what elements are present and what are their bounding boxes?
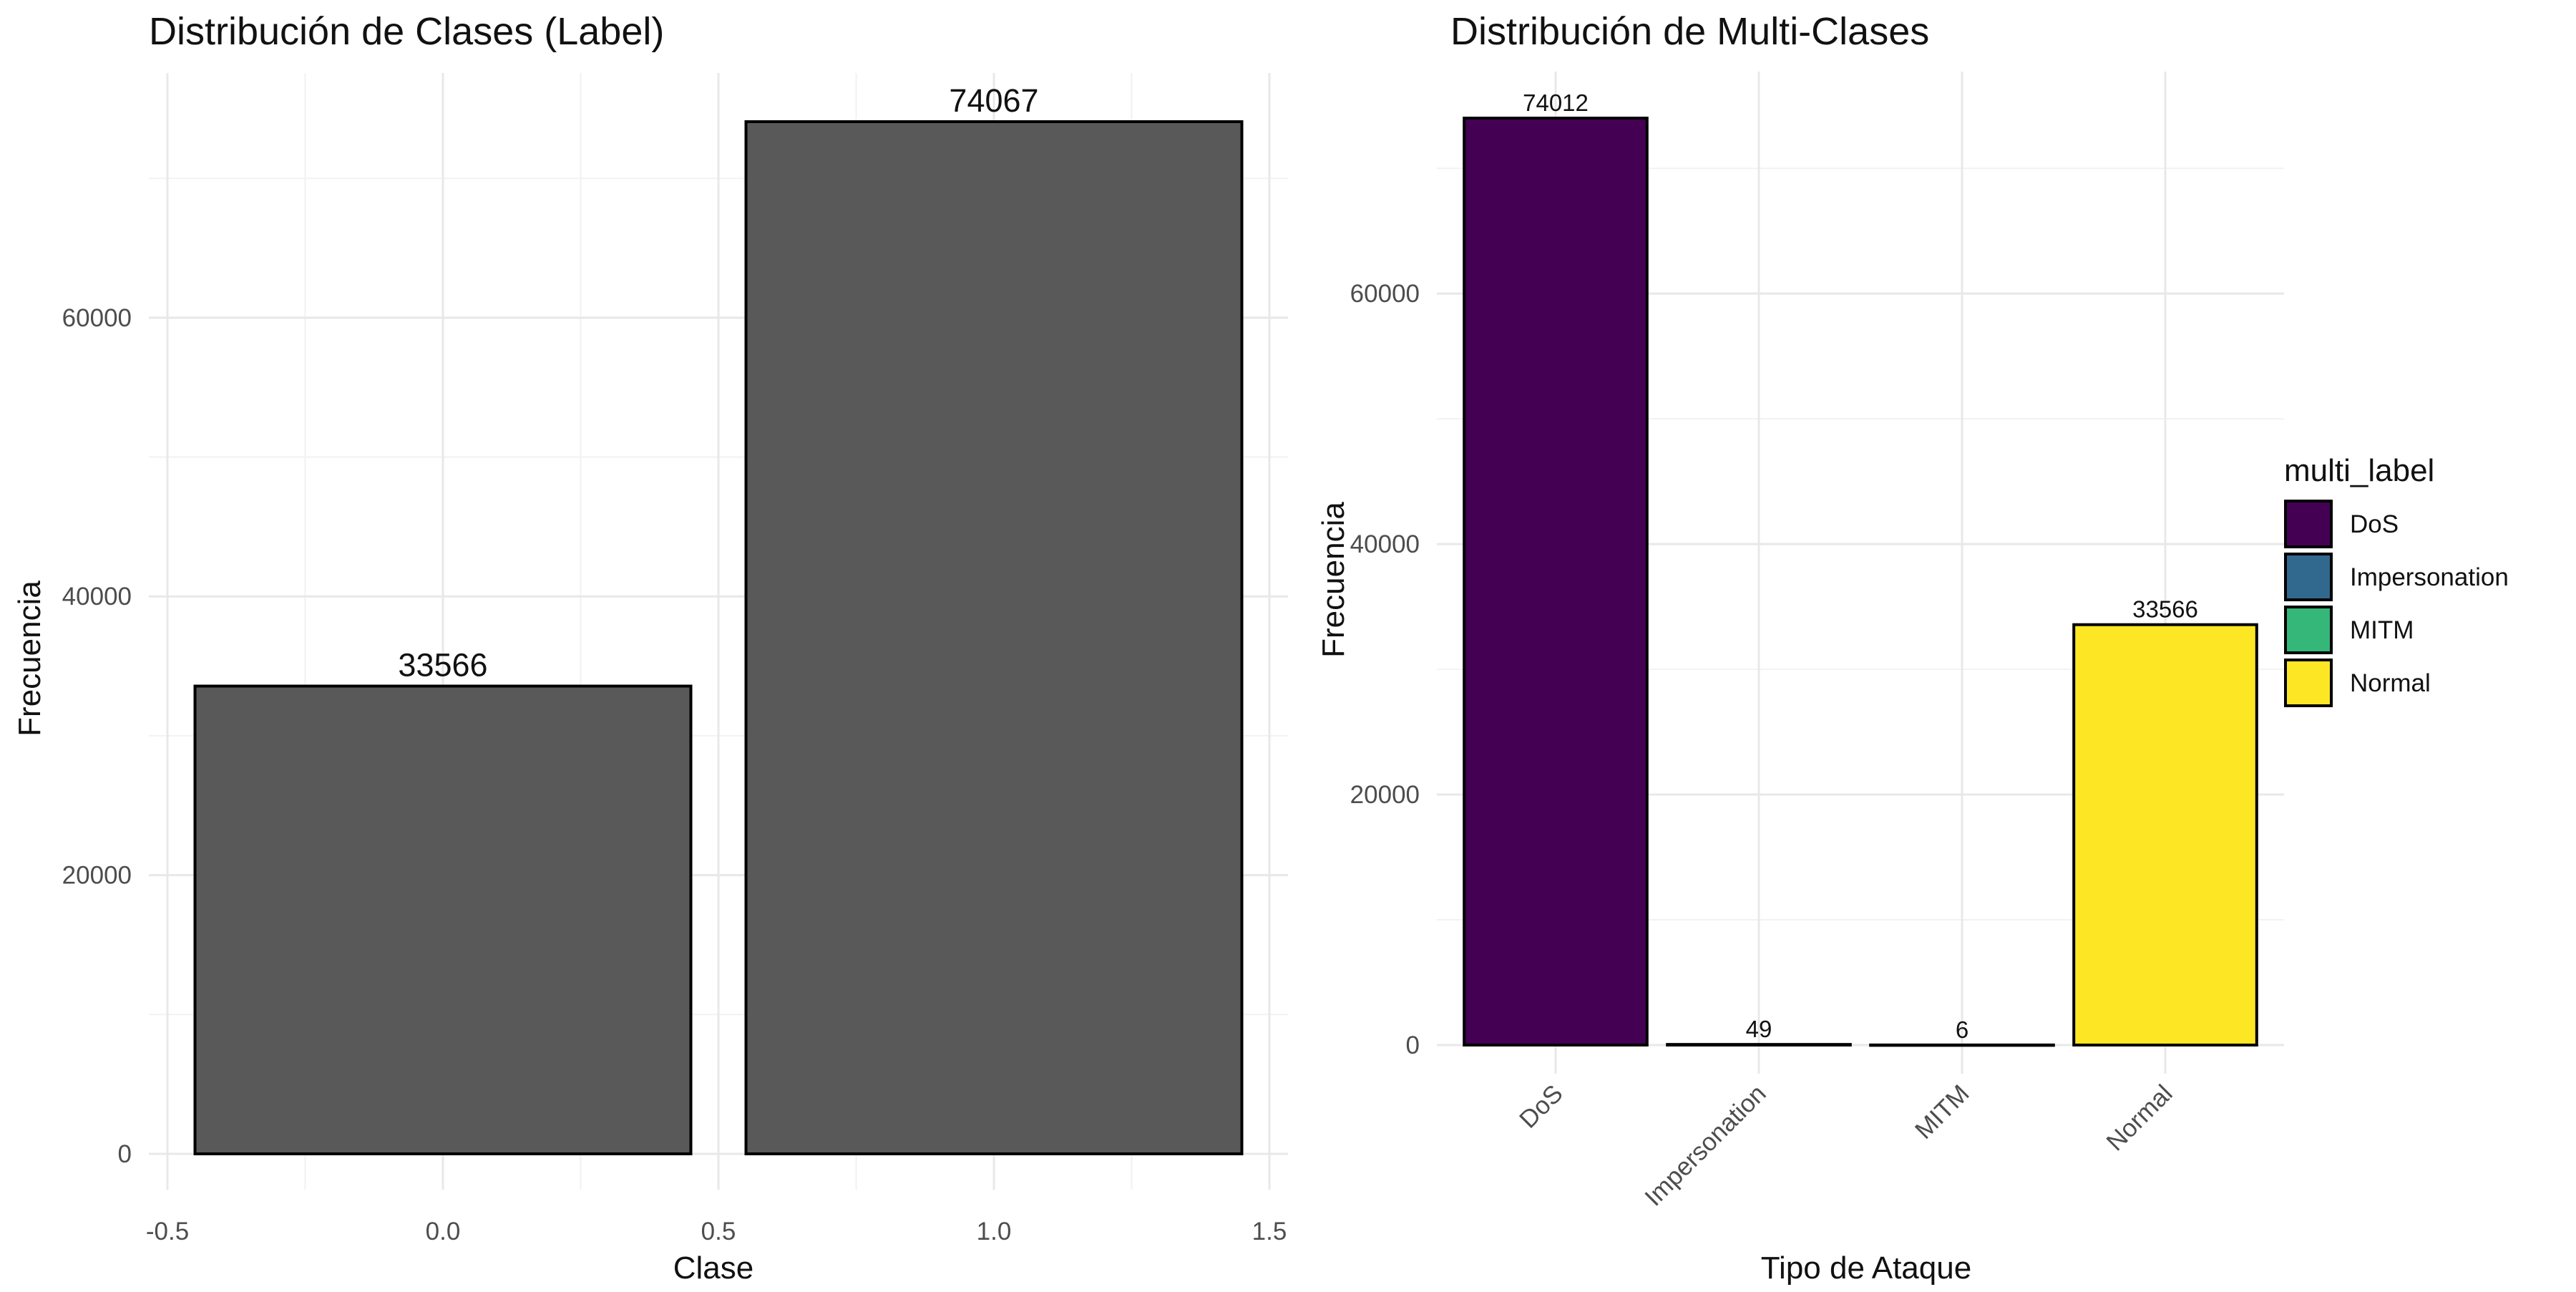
chart1-x-tick-label: 1.0 [977, 1218, 1012, 1245]
chart2-bar-label: 33566 [2132, 596, 2198, 623]
chart2-x-tick-label: Normal [2101, 1079, 2177, 1156]
chart1-y-axis-title: Frecuencia [12, 581, 47, 737]
chart1-y-tick-label: 20000 [62, 862, 132, 890]
chart2-x-tick-label: MITM [1910, 1079, 1975, 1145]
chart1-x-tick-label: 0.5 [701, 1218, 736, 1245]
chart2-y-tick-label: 40000 [1350, 530, 1420, 558]
chart1-bar [744, 120, 1244, 1155]
chart1-title: Distribución de Clases (Label) [149, 10, 664, 53]
chart2-bar [1666, 1043, 1852, 1046]
chart1-y-tick-label: 40000 [62, 583, 132, 611]
legend-key [2284, 659, 2333, 707]
legend-item-label: Normal [2350, 669, 2431, 697]
chart2-bar-label: 74012 [1523, 89, 1589, 116]
chart2-legend: multi_label DoS Impersonation MITM Normal [2284, 453, 2509, 707]
chart2-y-tick-label: 60000 [1350, 280, 1420, 308]
legend-key [2284, 500, 2333, 548]
chart2-bar-label: 49 [1746, 1016, 1772, 1042]
chart2-y-axis-title: Frecuencia [1316, 502, 1351, 658]
legend-item-label: Impersonation [2350, 563, 2509, 591]
chart1-bar-label: 74067 [949, 82, 1038, 119]
legend-item-label: DoS [2350, 510, 2399, 538]
legend-key [2284, 553, 2333, 601]
chart2-title: Distribución de Multi-Clases [1450, 10, 1929, 53]
chart1-x-tick-label: -0.5 [146, 1218, 189, 1245]
chart2-bar-label: 6 [1956, 1016, 1968, 1043]
legend-item-label: MITM [2350, 616, 2414, 644]
legend-key [2284, 606, 2333, 654]
chart2-x-axis-title: Tipo de Ataque [1761, 1250, 1971, 1286]
chart1-y-tick-label: 60000 [62, 304, 132, 332]
chart2-x-tick-label: Impersonation [1639, 1079, 1771, 1211]
legend-title: multi_label [2284, 453, 2434, 488]
chart2-bar [1463, 117, 1649, 1046]
chart1-x-tick-label: 0.0 [426, 1218, 461, 1245]
chart2-bar [2072, 623, 2258, 1046]
chart1-bar [193, 684, 693, 1155]
chart2-y-tick-label: 20000 [1350, 781, 1420, 809]
chart-multiclass-distribution: 74012 49 6 33566 0 20000 40000 60000 DoS Impers… [1316, 10, 2509, 1286]
chart1-x-axis-title: Clase [673, 1250, 754, 1286]
chart-class-distribution: 33566 74067 0 20000 40000 60000 -0.5 0.0 0.5 1.… [12, 10, 1288, 1286]
chart2-bar [1869, 1043, 2055, 1047]
chart1-x-tick-label: 1.5 [1252, 1218, 1287, 1245]
chart1-y-tick-label: 0 [118, 1140, 132, 1168]
chart1-bar-label: 33566 [398, 647, 487, 684]
chart2-x-tick-label: DoS [1514, 1079, 1568, 1134]
chart2-y-tick-label: 0 [1406, 1031, 1420, 1059]
